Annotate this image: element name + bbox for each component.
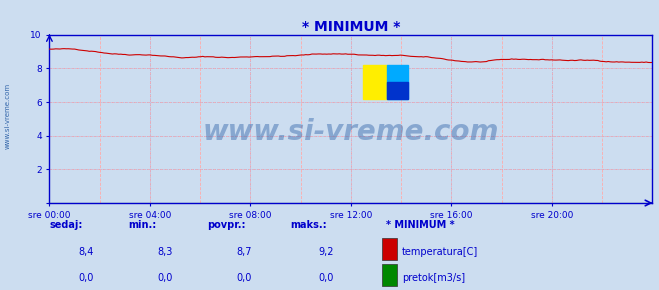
Text: 0,0: 0,0 bbox=[78, 273, 94, 283]
Text: temperatura[C]: temperatura[C] bbox=[402, 247, 478, 257]
Text: maks.:: maks.: bbox=[290, 220, 327, 230]
Text: 8,3: 8,3 bbox=[157, 247, 173, 257]
Text: * MINIMUM *: * MINIMUM * bbox=[386, 220, 454, 230]
Text: 0,0: 0,0 bbox=[236, 273, 252, 283]
Text: pretok[m3/s]: pretok[m3/s] bbox=[402, 273, 465, 283]
Bar bbox=[363, 65, 387, 99]
Title: * MINIMUM *: * MINIMUM * bbox=[302, 20, 400, 34]
Text: www.si-vreme.com: www.si-vreme.com bbox=[5, 83, 11, 149]
Text: www.si-vreme.com: www.si-vreme.com bbox=[203, 118, 499, 146]
Text: 0,0: 0,0 bbox=[157, 273, 173, 283]
Bar bbox=[387, 65, 408, 99]
Text: sedaj:: sedaj: bbox=[49, 220, 83, 230]
Text: 8,7: 8,7 bbox=[236, 247, 252, 257]
Text: min.:: min.: bbox=[129, 220, 157, 230]
Text: povpr.:: povpr.: bbox=[208, 220, 246, 230]
Text: 8,4: 8,4 bbox=[78, 247, 94, 257]
Bar bbox=[387, 82, 408, 99]
Text: 0,0: 0,0 bbox=[318, 273, 334, 283]
Text: 9,2: 9,2 bbox=[318, 247, 334, 257]
